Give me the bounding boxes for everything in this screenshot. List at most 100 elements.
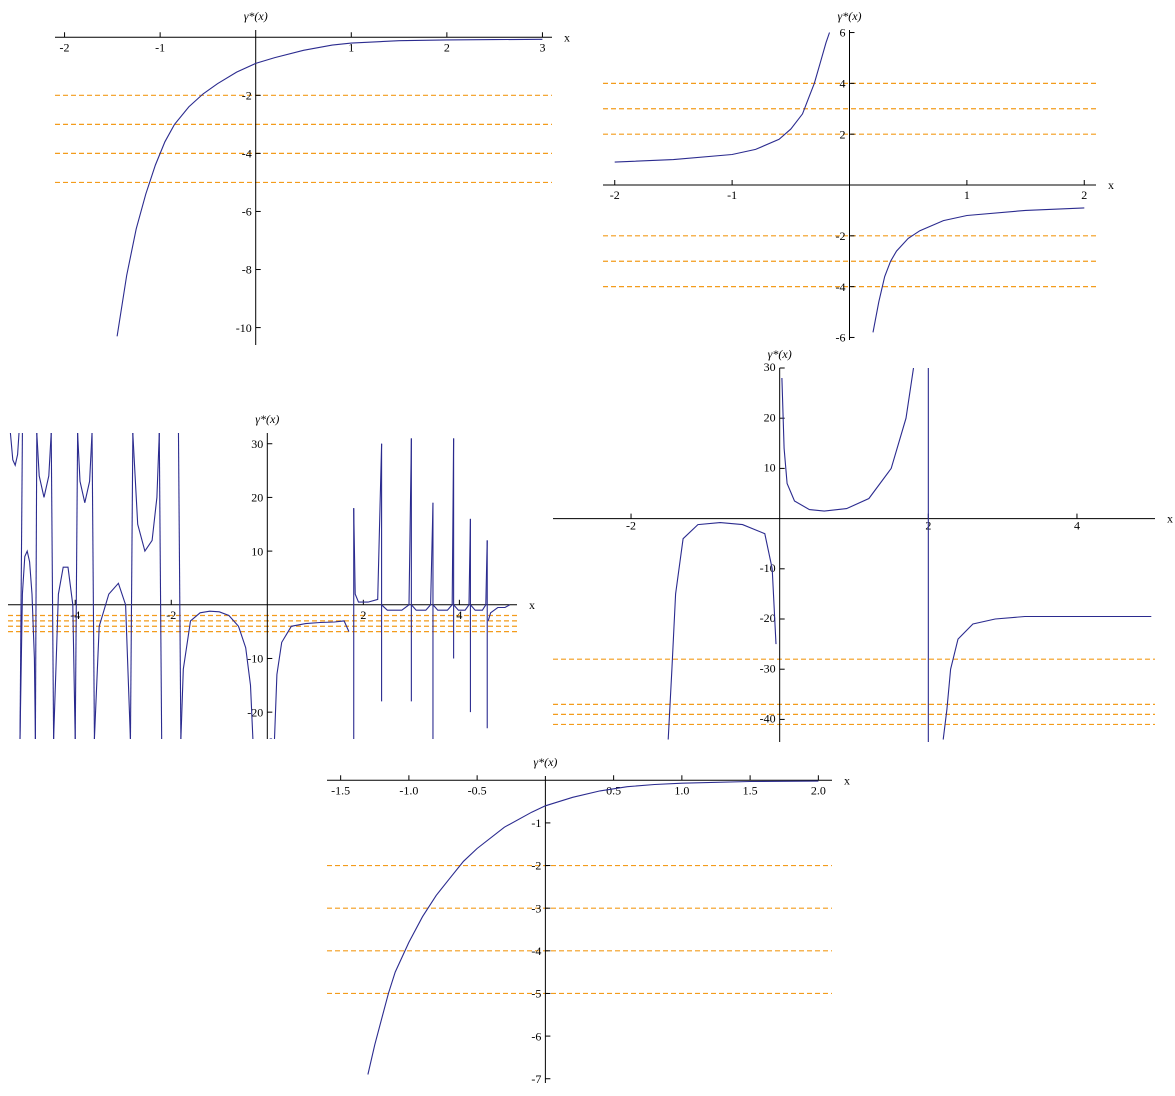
series-line: [273, 620, 350, 739]
y-tick-label: -3: [531, 901, 541, 915]
y-tick-label: -2: [242, 89, 252, 103]
x-tick-label: 2.0: [811, 783, 826, 797]
series-group: [667, 368, 1152, 742]
series-line: [487, 604, 511, 622]
y-tick-label: -20: [247, 705, 263, 719]
y-tick-label: 20: [251, 491, 263, 505]
x-tick-label: 3: [539, 40, 545, 54]
x-tick-label: 2: [1081, 188, 1087, 202]
series-line: [453, 518, 471, 611]
x-tick-label: -1.0: [399, 783, 418, 797]
y-axis-label: γ*(x): [533, 755, 557, 769]
panel-2: -2 -1 1 2 6 4 2 -2 -4 -6 x γ*(x): [603, 9, 1114, 345]
series-line: [93, 582, 131, 739]
y-tick-label: -4: [836, 280, 846, 294]
x-tick-label: -2: [166, 608, 176, 622]
series-line: [667, 522, 777, 740]
y-axis-label: γ*(x): [768, 347, 792, 361]
series-line: [367, 780, 819, 1075]
y-tick-label: 10: [764, 461, 776, 475]
y-tick-label: -30: [760, 661, 776, 675]
series-line: [781, 368, 915, 512]
asymptote-spike: [158, 433, 163, 739]
y-tick-label: 30: [764, 360, 776, 374]
x-axis-label: x: [844, 773, 850, 787]
x-axis-label: x: [1167, 512, 1173, 526]
x-tick-label: -2: [610, 188, 620, 202]
asymptote-spike: [177, 433, 182, 739]
y-tick-label: -6: [836, 331, 846, 345]
asymptote-spike: [91, 433, 95, 739]
y-tick-label: 4: [840, 77, 846, 91]
series-line: [132, 433, 160, 553]
y-tick-label: 2: [840, 127, 846, 141]
series-line: [9, 433, 20, 467]
x-tick-label: 1: [964, 188, 970, 202]
y-axis-label: γ*(x): [255, 412, 279, 426]
asymptote-spike: [129, 433, 134, 739]
x-tick-label: 2: [444, 40, 450, 54]
y-tick-label: -8: [242, 263, 252, 277]
y-tick-label: -1: [531, 816, 541, 830]
series-line: [36, 433, 52, 498]
y-tick-label: -10: [760, 561, 776, 575]
y-tick-label: -5: [531, 987, 541, 1001]
x-tick-label: -1: [727, 188, 737, 202]
series-line: [432, 438, 455, 611]
series-line: [116, 38, 543, 337]
series-line: [353, 443, 383, 603]
asymptote-spike: [50, 433, 55, 739]
y-tick-label: -2: [531, 859, 541, 873]
x-tick-label: -4: [70, 608, 80, 622]
y-tick-label: -7: [531, 1072, 541, 1086]
y-tick-label: -6: [531, 1029, 541, 1043]
series-group: [9, 433, 511, 739]
x-tick-label: 2: [360, 608, 366, 622]
series-group: [614, 32, 1085, 333]
x-tick-label: 4: [1074, 519, 1080, 533]
series-group: [367, 780, 819, 1075]
x-axis-label: x: [564, 30, 570, 44]
series-line: [381, 438, 412, 611]
y-tick-label: -4: [531, 944, 541, 958]
series-line: [469, 540, 488, 611]
y-tick-label: -10: [236, 321, 252, 335]
y-tick-label: 10: [251, 544, 263, 558]
y-tick-label: 20: [764, 410, 776, 424]
series-line: [942, 615, 1152, 740]
x-axis-label: x: [529, 598, 535, 612]
series-line: [77, 433, 93, 503]
y-axis-label: γ*(x): [837, 9, 861, 23]
series-group: [116, 38, 543, 337]
x-tick-label: -2: [626, 519, 636, 533]
y-tick-label: -20: [760, 611, 776, 625]
series-line: [53, 566, 76, 739]
y-tick-label: -40: [760, 712, 776, 726]
x-tick-label: 1.5: [743, 783, 758, 797]
y-tick-label: 6: [840, 26, 846, 40]
panel-1: -2 -1 1 2 3 -2 -4 -6 -8 -10 x γ*(x): [55, 9, 570, 345]
x-tick-label: -1.5: [331, 783, 350, 797]
x-axis-label: x: [1108, 178, 1114, 192]
y-tick-label: -10: [247, 652, 263, 666]
y-axis-label: γ*(x): [244, 9, 268, 23]
x-tick-label: 1: [348, 40, 354, 54]
asymptote-spike: [34, 433, 38, 739]
series-line: [614, 32, 831, 163]
asymptote-spike: [74, 433, 79, 739]
series-line: [180, 610, 254, 739]
asymptote-spike: [19, 433, 23, 739]
x-tick-label: 4: [456, 608, 462, 622]
panel-3: -4 -2 2 4 30 20 10 -10 -20 x γ*(x): [8, 412, 535, 739]
series-line: [410, 502, 434, 611]
y-tick-label: -4: [242, 147, 252, 161]
x-tick-label: -2: [60, 40, 70, 54]
panel-5: -1.5 -1.0 -0.5 0.5 1.0 1.5 2.0 -1 -2 -3 -4 -5 -6 -7 x γ…: [327, 755, 850, 1086]
x-tick-label: -1: [155, 40, 165, 54]
y-tick-label: -6: [242, 205, 252, 219]
x-tick-label: 0.5: [606, 783, 621, 797]
series-line: [872, 207, 1085, 333]
